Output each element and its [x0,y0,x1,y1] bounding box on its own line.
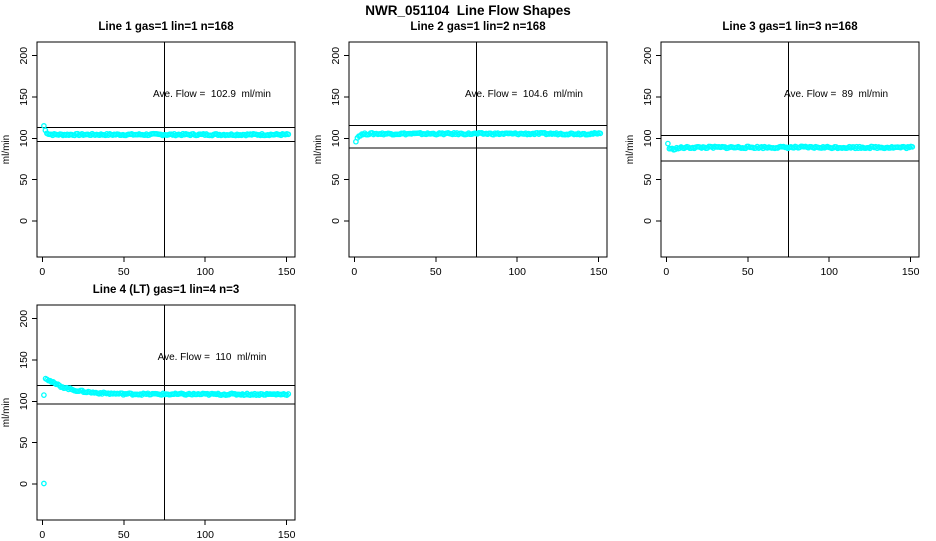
y-tick-label: 50 [330,174,342,186]
panel-title: Line 1 gas=1 lin=1 n=168 [98,21,234,33]
y-tick-label: 150 [18,351,30,369]
y-tick-label: 50 [18,174,30,186]
x-tick-label: 0 [39,529,45,541]
y-tick-label: 100 [330,129,342,147]
y-tick-label: 50 [18,437,30,449]
y-tick-label: 100 [18,129,30,147]
y-axis-label: ml/min [1,135,12,164]
outlier-point [41,480,47,487]
x-tick-label: 0 [351,266,357,278]
data-point [909,144,916,150]
y-tick-label: 100 [18,392,30,410]
y-tick-label: 0 [18,218,30,224]
y-tick-label: 0 [330,218,342,224]
x-tick-label: 150 [278,266,296,278]
panel-title: Line 3 gas=1 lin=3 n=168 [722,21,858,33]
ave-flow-annotation: Ave. Flow = 104.6 ml/min [465,89,583,100]
x-tick-label: 100 [508,266,526,278]
figure-title: NWR_051104 Line Flow Shapes [365,3,571,18]
y-axis-label: ml/min [1,398,12,427]
y-tick-label: 0 [18,481,30,487]
y-tick-label: 0 [642,218,654,224]
plot-svg: 0 50 100 150 0 50 100 150 200 ml/min Line 1 gas=1 … [1,21,296,278]
ave-flow-annotation: Ave. Flow = 102.9 ml/min [153,89,271,100]
ave-flow-annotation: Ave. Flow = 89 ml/min [784,89,888,100]
x-tick-label: 0 [663,266,669,278]
y-tick-label: 150 [330,88,342,106]
y-axis-label: ml/min [313,135,324,164]
y-tick-label: 200 [18,310,30,328]
x-tick-label: 0 [39,266,45,278]
x-tick-label: 50 [118,266,130,278]
x-tick-label: 150 [278,529,296,541]
data-point [665,140,671,147]
panel-line1: 0 50 100 150 0 50 100 150 200 ml/min Line 1 gas=1 … [0,0,312,278]
x-tick-label: 100 [820,266,838,278]
x-tick-label: 150 [590,266,608,278]
ave-flow-annotation: Ave. Flow = 110 ml/min [158,352,267,363]
data-point [597,130,604,137]
y-tick-label: 200 [330,47,342,65]
y-tick-label: 200 [642,47,654,65]
x-tick-label: 100 [196,529,214,541]
x-tick-label: 50 [742,266,754,278]
plot-svg: 0 50 100 150 0 50 100 150 200 ml/min Line 3 gas=1 … [625,21,920,278]
x-tick-label: 150 [902,266,920,278]
panel-title: Line 2 gas=1 lin=2 n=168 [410,21,546,33]
plot-box [348,41,608,258]
y-axis-label: ml/min [625,135,636,164]
panel-line2: 0 50 100 150 0 50 100 150 200 ml/min Line 2 gas=1 … [312,0,624,278]
panel-line4: 0 50 100 150 0 50 100 150 200 ml/min Line 4 (LT) g… [0,263,312,541]
data-points [665,140,916,153]
data-point [285,391,292,397]
data-points [41,123,292,139]
plot-box [660,41,920,258]
panel-title: Line 4 (LT) gas=1 lin=4 n=3 [93,284,239,296]
y-tick-label: 200 [18,47,30,65]
x-tick-label: 100 [196,266,214,278]
x-tick-label: 50 [430,266,442,278]
y-tick-label: 100 [642,129,654,147]
outlier-point [41,392,47,398]
x-tick-label: 50 [118,529,130,541]
data-points [41,375,292,487]
plot-svg: 0 50 100 150 0 50 100 150 200 ml/min Line 2 gas=1 … [313,21,608,278]
data-points [353,130,604,145]
plot-box [36,304,296,521]
y-tick-label: 150 [642,88,654,106]
data-point [285,131,292,138]
panel-line3: 0 50 100 150 0 50 100 150 200 ml/min Line 3 gas=1 … [624,0,936,278]
y-tick-label: 50 [642,174,654,186]
y-tick-label: 150 [18,88,30,106]
plot-svg: 0 50 100 150 0 50 100 150 200 ml/min Line 4 (LT) g… [1,284,296,541]
plot-box [36,41,296,258]
